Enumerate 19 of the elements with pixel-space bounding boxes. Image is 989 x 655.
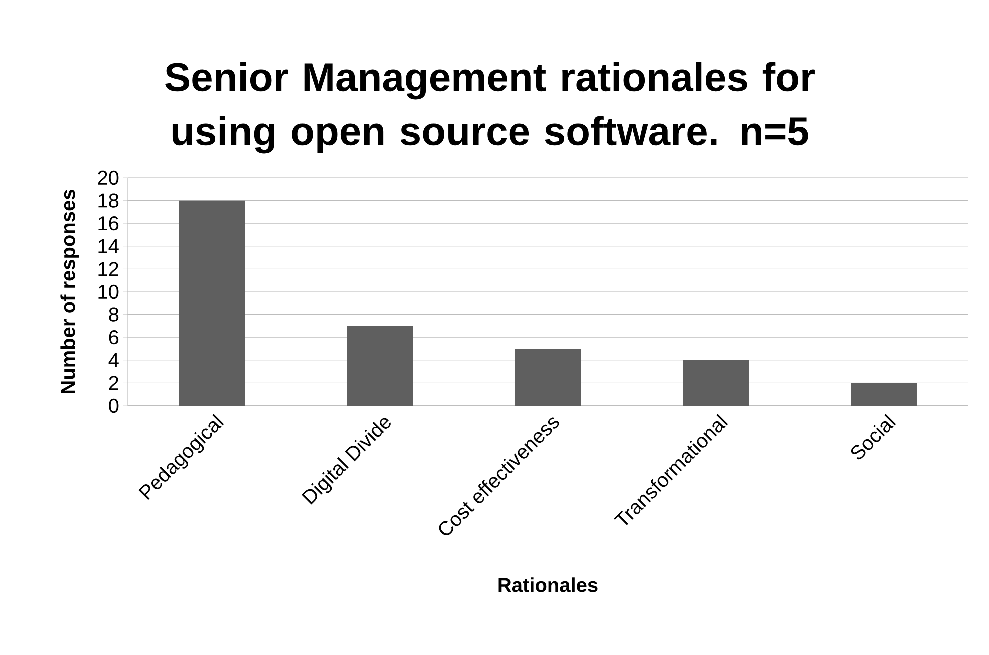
bar — [179, 200, 246, 406]
y-tick-label: 0 — [109, 398, 119, 414]
chart-title: Senior Management rationales for using open source software. n=5 — [166, 62, 815, 154]
y-tick-label: 14 — [98, 240, 119, 254]
y-tick-label: 2 — [109, 376, 118, 390]
y-tick-label: 10 — [98, 284, 119, 300]
bar — [515, 348, 581, 406]
bar — [851, 383, 917, 406]
y-tick-label: 18 — [98, 194, 119, 208]
y-tick-label: 20 — [98, 170, 119, 186]
y-tick-label: 6 — [109, 330, 119, 345]
bar — [347, 326, 414, 406]
bar — [683, 360, 749, 406]
y-tick-label: 8 — [109, 308, 119, 322]
y-tick-label: 12 — [98, 262, 118, 276]
y-tick-label: 16 — [98, 216, 119, 231]
y-axis-title: Number of responses — [60, 190, 80, 394]
x-axis-title: Rationales — [498, 578, 598, 592]
y-tick-label: 4 — [108, 354, 119, 368]
